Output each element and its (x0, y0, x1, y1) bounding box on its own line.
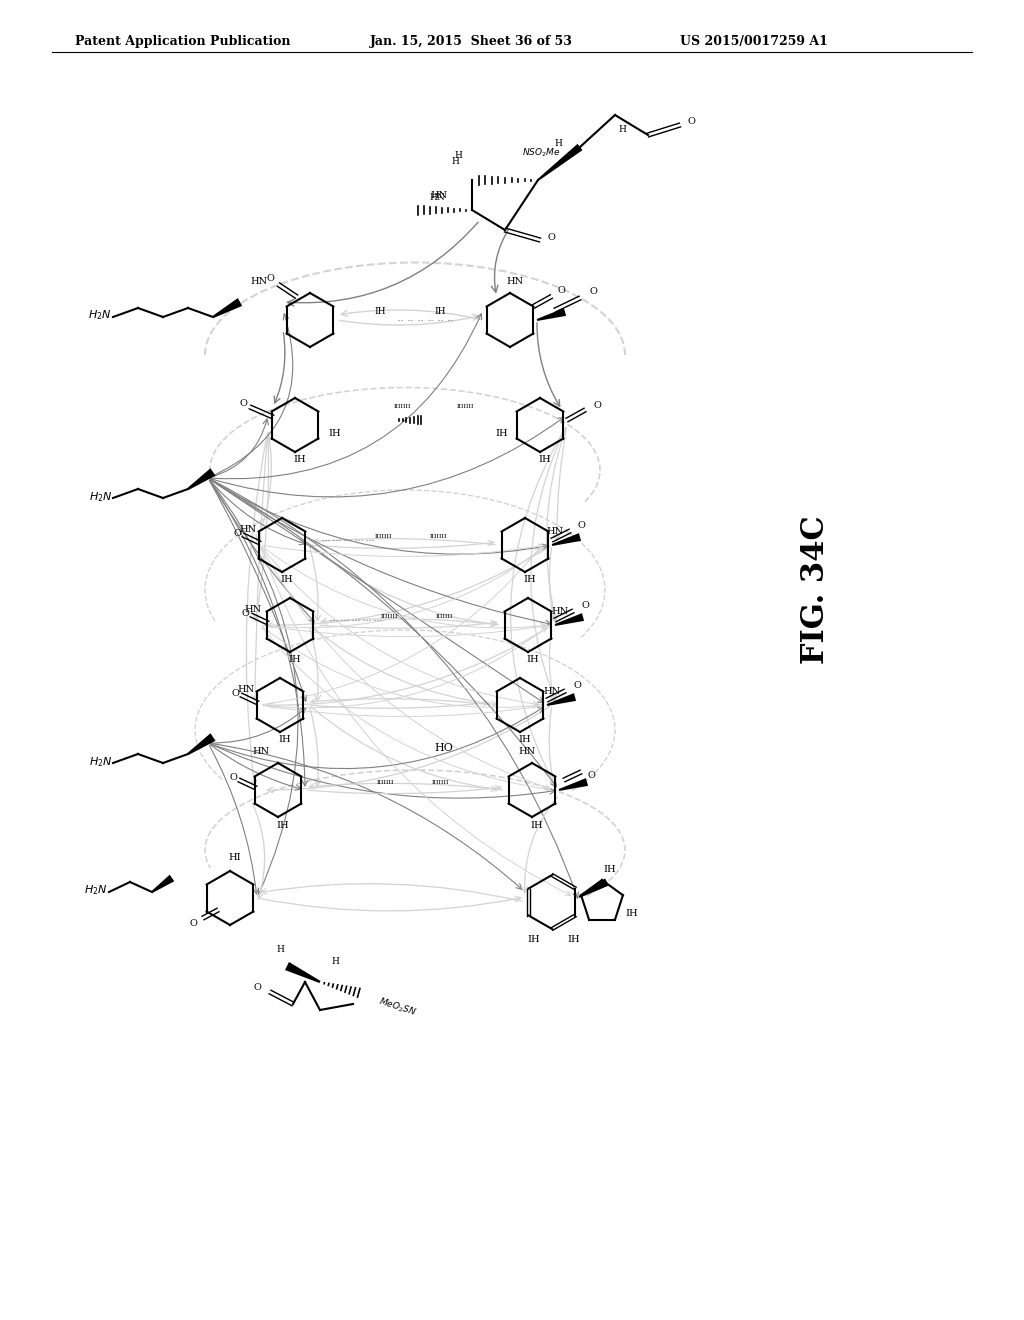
Text: IH: IH (279, 735, 291, 744)
Text: O: O (688, 116, 696, 125)
Text: HN: HN (518, 747, 536, 756)
Text: HO: HO (434, 743, 454, 752)
Text: IH: IH (289, 656, 301, 664)
Text: O: O (253, 982, 261, 991)
Text: $H_2N$: $H_2N$ (89, 490, 113, 504)
Text: O: O (548, 232, 556, 242)
Text: HN: HN (429, 193, 445, 202)
Text: $MeO_2SN$: $MeO_2SN$ (377, 995, 418, 1019)
Text: IH: IH (496, 429, 508, 437)
Text: FIG. 34C: FIG. 34C (800, 516, 831, 664)
Text: HN: HN (240, 525, 257, 535)
Text: O: O (241, 609, 249, 618)
Text: IH: IH (374, 308, 386, 317)
Text: O: O (581, 601, 589, 610)
Polygon shape (212, 298, 243, 318)
Polygon shape (538, 144, 583, 181)
Text: O: O (587, 771, 595, 780)
Text: HN: HN (238, 685, 255, 694)
Text: O: O (233, 528, 241, 537)
Text: IIIIIII: IIIIIII (431, 780, 449, 784)
Text: US 2015/0017259 A1: US 2015/0017259 A1 (680, 36, 827, 48)
Text: O: O (231, 689, 239, 697)
Text: H: H (618, 124, 626, 133)
Text: IH: IH (539, 455, 551, 465)
Text: IH: IH (567, 936, 581, 945)
Text: HN: HN (507, 277, 523, 286)
Text: HN: HN (552, 607, 568, 616)
Polygon shape (555, 614, 584, 626)
Text: H: H (331, 957, 339, 966)
Text: IH: IH (276, 821, 290, 829)
Text: IH: IH (527, 936, 541, 945)
Polygon shape (187, 469, 215, 490)
Text: HN: HN (253, 747, 270, 756)
Text: IIIIIII: IIIIIII (374, 535, 392, 540)
Polygon shape (187, 734, 215, 755)
Text: O: O (590, 288, 598, 297)
Text: IIIIIII: IIIIIII (435, 615, 453, 619)
Polygon shape (579, 879, 609, 898)
Text: IIIIIII: IIIIIII (429, 535, 446, 540)
Text: IH: IH (434, 308, 445, 317)
Text: IH: IH (626, 909, 638, 919)
Text: O: O (557, 286, 565, 294)
Text: IIIIIII: IIIIIII (457, 404, 474, 409)
Text: HN: HN (544, 688, 560, 697)
Text: O: O (266, 275, 274, 282)
Text: HN: HN (245, 606, 262, 615)
Text: IIIIIII: IIIIIII (380, 615, 397, 619)
Text: O: O (573, 681, 581, 689)
Text: IH: IH (329, 429, 341, 437)
Polygon shape (537, 308, 566, 321)
Text: Patent Application Publication: Patent Application Publication (75, 36, 291, 48)
Text: O: O (229, 774, 237, 783)
Text: $H_2N$: $H_2N$ (88, 308, 112, 322)
Text: IIIIIII: IIIIIII (393, 404, 411, 409)
Polygon shape (559, 779, 588, 791)
Text: HN: HN (251, 277, 268, 286)
Text: $H_2N$: $H_2N$ (84, 883, 108, 896)
Text: O: O (578, 520, 586, 529)
Text: HN: HN (431, 190, 449, 199)
Text: HN: HN (547, 528, 563, 536)
Text: IH: IH (294, 455, 306, 465)
Text: O: O (593, 400, 601, 409)
Text: Jan. 15, 2015  Sheet 36 of 53: Jan. 15, 2015 Sheet 36 of 53 (370, 36, 572, 48)
Text: H: H (451, 157, 459, 166)
Text: IH: IH (523, 576, 537, 585)
Text: H: H (554, 139, 562, 148)
Text: IIIIIII: IIIIIII (376, 780, 394, 784)
Text: $H_2N$: $H_2N$ (89, 755, 113, 768)
Polygon shape (547, 693, 577, 706)
Text: $NSO_2Me$: $NSO_2Me$ (522, 147, 561, 160)
Text: H: H (276, 945, 284, 954)
Text: O: O (239, 399, 247, 408)
Polygon shape (285, 962, 321, 983)
Text: IH: IH (526, 656, 540, 664)
Text: O: O (189, 919, 197, 928)
Text: H: H (454, 150, 462, 160)
Text: HI: HI (228, 854, 242, 862)
Polygon shape (152, 875, 174, 892)
Text: IH: IH (281, 576, 293, 585)
Text: IH: IH (530, 821, 544, 829)
Text: IH: IH (519, 735, 531, 744)
Polygon shape (552, 533, 581, 546)
Text: IH: IH (604, 866, 616, 874)
